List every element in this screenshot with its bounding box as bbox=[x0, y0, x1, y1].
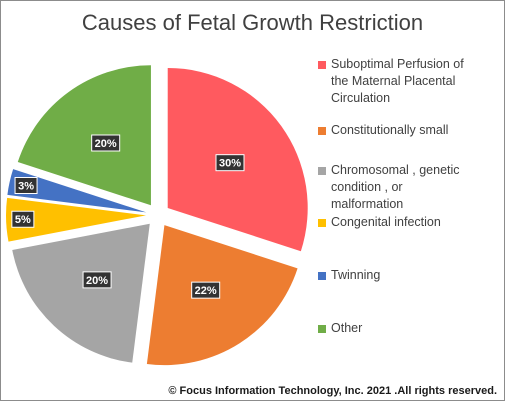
data-label-text: 5% bbox=[15, 214, 31, 226]
data-label-box bbox=[191, 281, 221, 299]
data-label-box bbox=[11, 210, 35, 228]
pie-slice bbox=[17, 65, 151, 206]
legend-label-line: Constitutionally small bbox=[331, 123, 449, 137]
pie-data-label: 3% bbox=[14, 177, 38, 195]
legend-label-line: Suboptimal Perfusion of bbox=[331, 57, 464, 71]
data-label-text: 20% bbox=[86, 275, 108, 287]
data-label-box bbox=[91, 134, 121, 152]
legend-item-twinning: Twinning bbox=[318, 267, 503, 284]
chart-title: Causes of Fetal Growth Restriction bbox=[81, 10, 424, 35]
legend-swatch bbox=[318, 127, 326, 135]
legend-label-line: Circulation bbox=[331, 91, 391, 105]
legend-label-line: condition , or bbox=[331, 180, 403, 194]
legend-label-line: Congenital infection bbox=[331, 215, 441, 229]
legend-swatch bbox=[318, 325, 326, 333]
pie-slice bbox=[12, 223, 150, 363]
legend-label-line: Twinning bbox=[331, 268, 381, 282]
pie-data-label: 20% bbox=[91, 134, 121, 152]
legend-label-line: Other bbox=[331, 321, 363, 335]
pie-data-label: 30% bbox=[215, 154, 245, 172]
data-label-box bbox=[82, 271, 112, 289]
legend-item-other: Other bbox=[318, 320, 503, 337]
legend-label-line: the Maternal Placental bbox=[331, 74, 456, 88]
legend-item-chromosomal: Chromosomal , genetic condition , or mal… bbox=[318, 162, 503, 213]
data-label-box bbox=[14, 177, 38, 195]
legend-item-suboptimal-perfusion: Suboptimal Perfusion of the Maternal Pla… bbox=[318, 56, 503, 107]
data-label-text: 30% bbox=[219, 158, 241, 170]
data-label-text: 3% bbox=[18, 181, 34, 193]
pie-slices bbox=[6, 65, 308, 366]
pie-data-label: 20% bbox=[82, 271, 112, 289]
data-label-box bbox=[215, 154, 245, 172]
legend-swatch bbox=[318, 61, 326, 69]
pie-data-labels: 30% 22% 20% 5% 3% 20% bbox=[11, 134, 245, 299]
legend-swatch bbox=[318, 219, 326, 227]
pie-slice bbox=[6, 197, 147, 242]
legend-swatch bbox=[318, 272, 326, 280]
legend-label-line: malformation bbox=[331, 197, 404, 211]
data-label-text: 20% bbox=[95, 138, 117, 150]
legend-swatch bbox=[318, 167, 326, 175]
legend-item-constitutionally-small: Constitutionally small bbox=[318, 122, 503, 139]
copyright-footer: © Focus Information Technology, Inc. 202… bbox=[168, 385, 497, 397]
legend-label-line: Chromosomal , genetic bbox=[331, 163, 460, 177]
pie-slice bbox=[7, 169, 147, 213]
data-label-text: 22% bbox=[195, 285, 217, 297]
legend-item-congenital-infection: Congenital infection bbox=[318, 214, 503, 231]
pie-data-label: 5% bbox=[11, 210, 35, 228]
pie-slice bbox=[146, 225, 298, 366]
pie-data-label: 22% bbox=[191, 281, 221, 299]
